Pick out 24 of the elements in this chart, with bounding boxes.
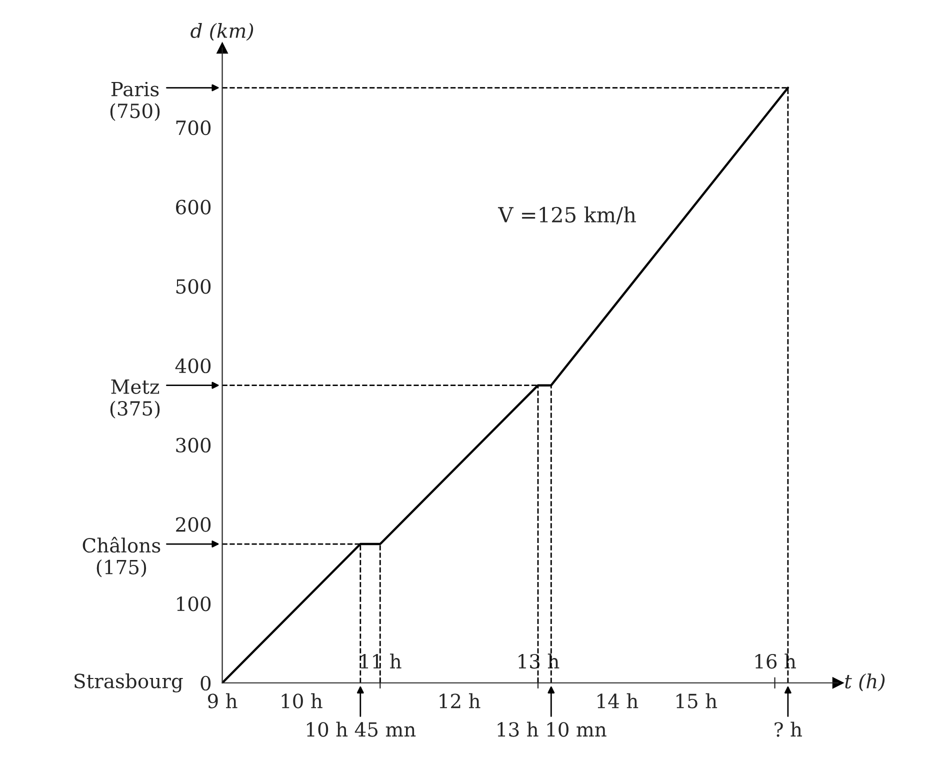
y-tick-label: 0 <box>200 676 211 691</box>
x-tick-label: 9 h <box>208 693 238 708</box>
ref-line-label: 13 h 10 mn <box>498 722 606 737</box>
annotation: Strasbourg <box>74 673 183 692</box>
y-tick-label: 100 <box>177 596 211 612</box>
annotation: V =125 km/h <box>498 206 636 224</box>
ref-line-label: Châlons (175) <box>82 536 160 578</box>
x-tick-label: 12 h <box>440 693 480 708</box>
y-tick-label: 600 <box>176 200 211 214</box>
y-tick-label: 300 <box>176 438 211 453</box>
x-tick-label: 14 h <box>598 693 638 708</box>
ref-line-label: Paris (750) <box>110 82 160 121</box>
y-tick-label: 500 <box>176 279 211 294</box>
x2-tick-label: 11 h <box>360 654 402 668</box>
y-tick-label: 700 <box>176 120 211 136</box>
ref-line-label: 10 h 45 mn <box>307 722 416 737</box>
x-tick-label: 10 h <box>282 693 322 708</box>
y-tick-label: 400 <box>175 358 211 374</box>
y-tick-label: 200 <box>176 517 211 532</box>
x-axis-title: t (h) <box>845 673 885 692</box>
ref-line-label: ? h <box>774 722 802 737</box>
x-tick-label: 15 h <box>676 693 718 708</box>
y-axis-title: d (km) <box>190 22 254 41</box>
ref-line-label: Metz (375) <box>110 380 160 419</box>
